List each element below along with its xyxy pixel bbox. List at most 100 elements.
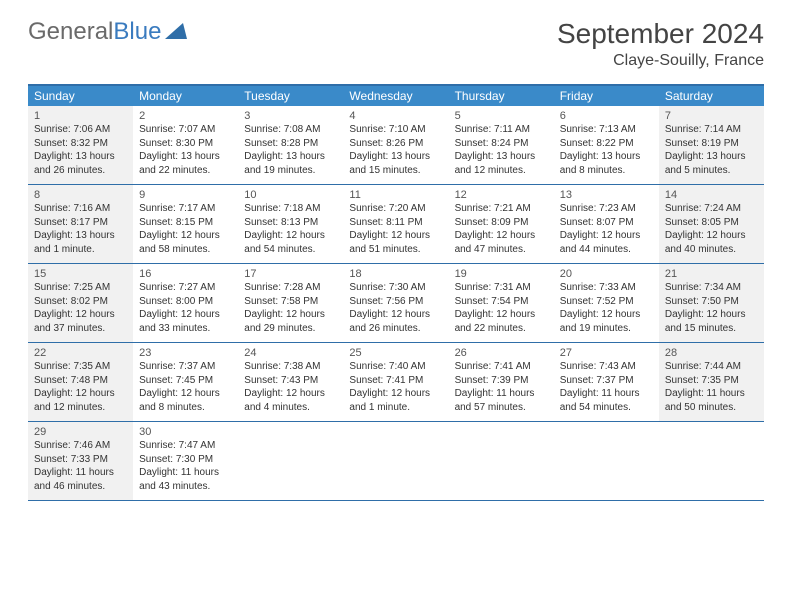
- day-info: Sunrise: 7:38 AMSunset: 7:43 PMDaylight:…: [242, 360, 339, 414]
- sunset-line: Sunset: 8:17 PM: [34, 216, 127, 230]
- sunset-line: Sunset: 8:32 PM: [34, 137, 127, 151]
- page-header: GeneralBlue September 2024 Claye-Souilly…: [0, 0, 792, 78]
- sunset-line: Sunset: 7:50 PM: [665, 295, 758, 309]
- sunrise-line: Sunrise: 7:07 AM: [139, 123, 232, 137]
- calendar-empty-cell: [449, 422, 554, 500]
- daylight-line: Daylight: 12 hours and 4 minutes.: [244, 387, 337, 414]
- sunrise-line: Sunrise: 7:21 AM: [455, 202, 548, 216]
- sunrise-line: Sunrise: 7:47 AM: [139, 439, 232, 453]
- day-info: Sunrise: 7:21 AMSunset: 8:09 PMDaylight:…: [453, 202, 550, 256]
- day-number: 15: [32, 266, 129, 281]
- sunrise-line: Sunrise: 7:25 AM: [34, 281, 127, 295]
- day-number: 5: [453, 108, 550, 123]
- calendar-day: 9Sunrise: 7:17 AMSunset: 8:15 PMDaylight…: [133, 185, 238, 263]
- day-header-cell: Saturday: [659, 86, 764, 106]
- day-number: 29: [32, 424, 129, 439]
- sunset-line: Sunset: 7:54 PM: [455, 295, 548, 309]
- day-info: Sunrise: 7:35 AMSunset: 7:48 PMDaylight:…: [32, 360, 129, 414]
- sunrise-line: Sunrise: 7:27 AM: [139, 281, 232, 295]
- day-number: 30: [137, 424, 234, 439]
- sunset-line: Sunset: 7:52 PM: [560, 295, 653, 309]
- sunset-line: Sunset: 7:39 PM: [455, 374, 548, 388]
- sunset-line: Sunset: 7:58 PM: [244, 295, 337, 309]
- day-info: Sunrise: 7:28 AMSunset: 7:58 PMDaylight:…: [242, 281, 339, 335]
- sunrise-line: Sunrise: 7:33 AM: [560, 281, 653, 295]
- sunset-line: Sunset: 7:30 PM: [139, 453, 232, 467]
- day-info: Sunrise: 7:16 AMSunset: 8:17 PMDaylight:…: [32, 202, 129, 256]
- sunrise-line: Sunrise: 7:18 AM: [244, 202, 337, 216]
- calendar-day: 14Sunrise: 7:24 AMSunset: 8:05 PMDayligh…: [659, 185, 764, 263]
- calendar-day: 25Sunrise: 7:40 AMSunset: 7:41 PMDayligh…: [343, 343, 448, 421]
- day-number: 4: [347, 108, 444, 123]
- calendar-week: 1Sunrise: 7:06 AMSunset: 8:32 PMDaylight…: [28, 106, 764, 185]
- sunrise-line: Sunrise: 7:31 AM: [455, 281, 548, 295]
- sunset-line: Sunset: 8:09 PM: [455, 216, 548, 230]
- sunset-line: Sunset: 7:37 PM: [560, 374, 653, 388]
- daylight-line: Daylight: 13 hours and 1 minute.: [34, 229, 127, 256]
- daylight-line: Daylight: 13 hours and 22 minutes.: [139, 150, 232, 177]
- day-info: Sunrise: 7:47 AMSunset: 7:30 PMDaylight:…: [137, 439, 234, 493]
- day-number: 28: [663, 345, 760, 360]
- daylight-line: Daylight: 12 hours and 40 minutes.: [665, 229, 758, 256]
- calendar-day: 10Sunrise: 7:18 AMSunset: 8:13 PMDayligh…: [238, 185, 343, 263]
- daylight-line: Daylight: 12 hours and 54 minutes.: [244, 229, 337, 256]
- day-number: 7: [663, 108, 760, 123]
- day-number: 16: [137, 266, 234, 281]
- day-number: 24: [242, 345, 339, 360]
- sunrise-line: Sunrise: 7:38 AM: [244, 360, 337, 374]
- daylight-line: Daylight: 12 hours and 29 minutes.: [244, 308, 337, 335]
- sunset-line: Sunset: 8:22 PM: [560, 137, 653, 151]
- sunrise-line: Sunrise: 7:28 AM: [244, 281, 337, 295]
- calendar-day: 15Sunrise: 7:25 AMSunset: 8:02 PMDayligh…: [28, 264, 133, 342]
- daylight-line: Daylight: 13 hours and 12 minutes.: [455, 150, 548, 177]
- daylight-line: Daylight: 13 hours and 5 minutes.: [665, 150, 758, 177]
- calendar-day: 26Sunrise: 7:41 AMSunset: 7:39 PMDayligh…: [449, 343, 554, 421]
- location-label: Claye-Souilly, France: [557, 52, 764, 70]
- day-info: Sunrise: 7:08 AMSunset: 8:28 PMDaylight:…: [242, 123, 339, 177]
- calendar-empty-cell: [659, 422, 764, 500]
- sunrise-line: Sunrise: 7:40 AM: [349, 360, 442, 374]
- sunset-line: Sunset: 8:26 PM: [349, 137, 442, 151]
- day-number: 14: [663, 187, 760, 202]
- day-number: 6: [558, 108, 655, 123]
- day-info: Sunrise: 7:20 AMSunset: 8:11 PMDaylight:…: [347, 202, 444, 256]
- calendar-day: 17Sunrise: 7:28 AMSunset: 7:58 PMDayligh…: [238, 264, 343, 342]
- sunset-line: Sunset: 8:19 PM: [665, 137, 758, 151]
- day-info: Sunrise: 7:10 AMSunset: 8:26 PMDaylight:…: [347, 123, 444, 177]
- daylight-line: Daylight: 12 hours and 12 minutes.: [34, 387, 127, 414]
- daylight-line: Daylight: 12 hours and 37 minutes.: [34, 308, 127, 335]
- calendar-week: 22Sunrise: 7:35 AMSunset: 7:48 PMDayligh…: [28, 343, 764, 422]
- day-info: Sunrise: 7:40 AMSunset: 7:41 PMDaylight:…: [347, 360, 444, 414]
- sunrise-line: Sunrise: 7:16 AM: [34, 202, 127, 216]
- calendar-day: 8Sunrise: 7:16 AMSunset: 8:17 PMDaylight…: [28, 185, 133, 263]
- daylight-line: Daylight: 11 hours and 57 minutes.: [455, 387, 548, 414]
- sunrise-line: Sunrise: 7:06 AM: [34, 123, 127, 137]
- logo-triangle-icon: [165, 18, 187, 46]
- calendar-empty-cell: [554, 422, 659, 500]
- sunrise-line: Sunrise: 7:13 AM: [560, 123, 653, 137]
- day-number: 21: [663, 266, 760, 281]
- calendar-week: 15Sunrise: 7:25 AMSunset: 8:02 PMDayligh…: [28, 264, 764, 343]
- day-number: 25: [347, 345, 444, 360]
- calendar-day: 16Sunrise: 7:27 AMSunset: 8:00 PMDayligh…: [133, 264, 238, 342]
- sunset-line: Sunset: 7:33 PM: [34, 453, 127, 467]
- logo: GeneralBlue: [28, 18, 187, 46]
- sunrise-line: Sunrise: 7:10 AM: [349, 123, 442, 137]
- daylight-line: Daylight: 13 hours and 26 minutes.: [34, 150, 127, 177]
- day-number: 2: [137, 108, 234, 123]
- daylight-line: Daylight: 11 hours and 54 minutes.: [560, 387, 653, 414]
- calendar-day: 2Sunrise: 7:07 AMSunset: 8:30 PMDaylight…: [133, 106, 238, 184]
- daylight-line: Daylight: 12 hours and 33 minutes.: [139, 308, 232, 335]
- sunset-line: Sunset: 8:00 PM: [139, 295, 232, 309]
- day-number: 9: [137, 187, 234, 202]
- day-header-cell: Thursday: [449, 86, 554, 106]
- daylight-line: Daylight: 12 hours and 58 minutes.: [139, 229, 232, 256]
- day-number: 1: [32, 108, 129, 123]
- day-info: Sunrise: 7:33 AMSunset: 7:52 PMDaylight:…: [558, 281, 655, 335]
- daylight-line: Daylight: 12 hours and 22 minutes.: [455, 308, 548, 335]
- day-info: Sunrise: 7:41 AMSunset: 7:39 PMDaylight:…: [453, 360, 550, 414]
- sunset-line: Sunset: 7:43 PM: [244, 374, 337, 388]
- daylight-line: Daylight: 12 hours and 8 minutes.: [139, 387, 232, 414]
- day-info: Sunrise: 7:30 AMSunset: 7:56 PMDaylight:…: [347, 281, 444, 335]
- daylight-line: Daylight: 13 hours and 19 minutes.: [244, 150, 337, 177]
